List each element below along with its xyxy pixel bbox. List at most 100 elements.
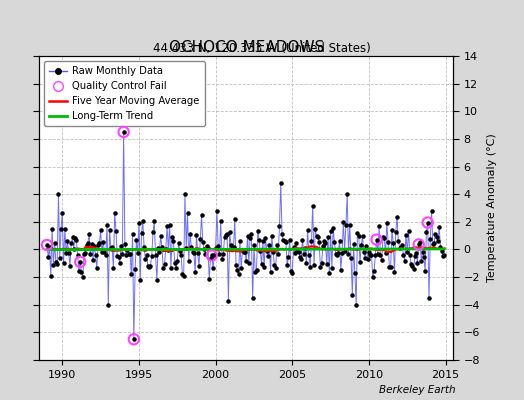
Point xyxy=(279,237,288,243)
Point xyxy=(141,256,149,262)
Point xyxy=(146,263,155,269)
Point xyxy=(439,252,447,259)
Point xyxy=(435,224,443,230)
Point xyxy=(184,258,193,264)
Point xyxy=(238,247,247,253)
Point xyxy=(234,271,243,278)
Point xyxy=(236,238,244,244)
Point xyxy=(137,230,146,236)
Point xyxy=(379,234,387,241)
Point xyxy=(358,233,367,240)
Point xyxy=(53,261,61,267)
Point xyxy=(223,231,231,237)
Point xyxy=(333,252,341,258)
Point xyxy=(225,229,234,235)
Point xyxy=(312,233,321,240)
Point xyxy=(361,255,369,262)
Point xyxy=(374,250,382,257)
Point xyxy=(291,249,299,256)
Point xyxy=(79,274,87,281)
Point xyxy=(289,244,298,250)
Point xyxy=(181,191,189,197)
Point xyxy=(423,219,432,226)
Point xyxy=(294,249,303,255)
Point xyxy=(114,254,123,260)
Point xyxy=(183,210,192,216)
Point xyxy=(383,220,391,226)
Point xyxy=(257,261,266,268)
Point xyxy=(282,239,290,245)
Point xyxy=(287,268,295,274)
Point xyxy=(344,251,353,258)
Point xyxy=(310,262,318,268)
Point xyxy=(161,246,170,252)
Point xyxy=(329,225,337,232)
Point xyxy=(122,252,130,258)
Point xyxy=(174,240,183,246)
Point xyxy=(246,234,254,241)
Point xyxy=(213,208,221,215)
Point xyxy=(343,191,352,197)
Point xyxy=(134,250,142,256)
Point xyxy=(241,249,249,256)
Point xyxy=(224,298,233,304)
Point xyxy=(119,129,128,135)
Point xyxy=(169,238,178,244)
Point xyxy=(67,240,75,246)
Point xyxy=(325,270,333,276)
Point xyxy=(397,244,405,250)
Point xyxy=(399,252,408,258)
Point xyxy=(93,265,101,271)
Point xyxy=(195,262,203,269)
Point xyxy=(131,266,139,272)
Point xyxy=(205,276,213,282)
Point xyxy=(214,243,222,249)
Point xyxy=(245,260,253,266)
Point xyxy=(429,241,437,247)
Point xyxy=(422,229,431,235)
Point xyxy=(164,247,172,254)
Point xyxy=(440,252,449,258)
Point xyxy=(63,238,72,245)
Point xyxy=(158,244,166,250)
Point xyxy=(47,273,55,280)
Point xyxy=(48,226,56,232)
Point xyxy=(390,269,399,276)
Point xyxy=(145,264,154,270)
Point xyxy=(292,240,300,246)
Point xyxy=(288,270,297,276)
Point xyxy=(342,222,350,228)
Point xyxy=(254,227,262,234)
Point xyxy=(140,244,148,250)
Point xyxy=(293,248,302,254)
Point xyxy=(111,210,119,216)
Point xyxy=(277,180,285,186)
Point xyxy=(242,258,250,264)
Point xyxy=(172,265,180,271)
Point xyxy=(178,271,187,277)
Point xyxy=(406,252,414,258)
Point xyxy=(97,248,106,255)
Point xyxy=(157,233,165,240)
Point xyxy=(202,242,211,249)
Point xyxy=(68,234,77,240)
Point xyxy=(189,248,197,255)
Point xyxy=(265,242,274,248)
Point xyxy=(170,260,179,266)
Point xyxy=(273,241,281,248)
Point xyxy=(373,236,381,243)
Point xyxy=(230,244,238,251)
Point xyxy=(428,208,436,214)
Point xyxy=(398,242,406,248)
Point xyxy=(117,242,125,249)
Point xyxy=(59,260,68,266)
Point xyxy=(43,242,51,248)
Point xyxy=(403,249,411,256)
Point xyxy=(218,256,226,262)
Point xyxy=(389,240,397,246)
Point xyxy=(311,226,320,232)
Point xyxy=(408,262,417,269)
Point xyxy=(243,232,252,239)
Point xyxy=(64,250,73,256)
Point xyxy=(209,265,217,272)
